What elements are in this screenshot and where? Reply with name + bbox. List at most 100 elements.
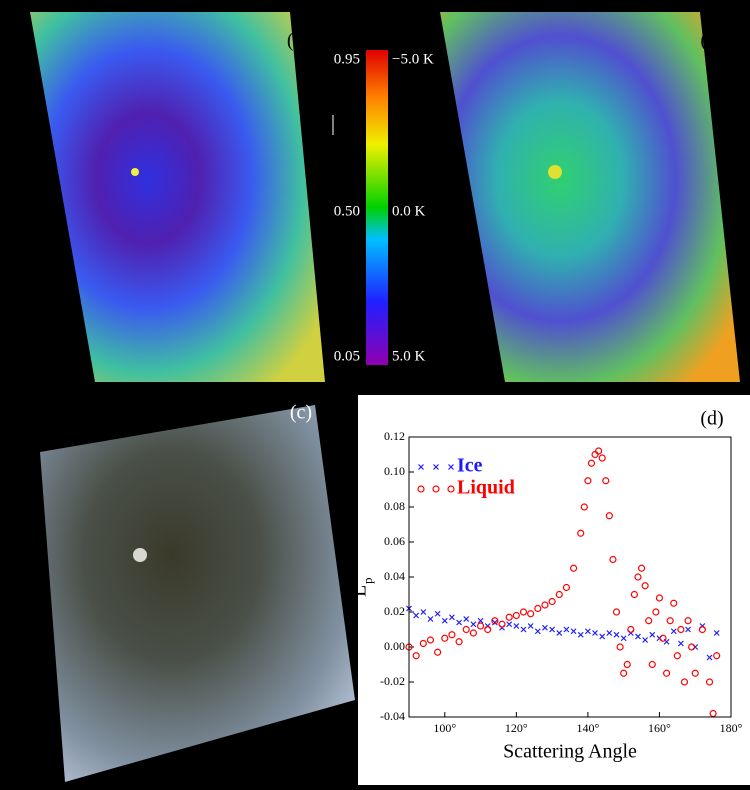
point	[673, 652, 681, 660]
colorbar-label: 5.0 K	[392, 348, 426, 364]
point	[630, 590, 639, 599]
point	[448, 631, 456, 639]
point	[534, 604, 542, 613]
legend-marker	[447, 485, 455, 493]
point	[449, 614, 455, 621]
point	[598, 454, 606, 462]
eye-a	[131, 168, 139, 176]
point	[427, 616, 434, 622]
point	[677, 625, 685, 634]
image-b	[440, 12, 740, 382]
point	[498, 620, 506, 628]
point	[670, 599, 678, 607]
legend-marker	[448, 464, 454, 470]
point	[642, 637, 649, 643]
point	[463, 616, 470, 622]
y-label-sub: p	[360, 578, 375, 585]
eye-b	[548, 165, 562, 179]
point	[706, 654, 713, 661]
legend-marker	[432, 485, 440, 493]
point	[677, 640, 684, 647]
legend-label: Ice	[457, 455, 483, 477]
point	[527, 623, 534, 629]
point	[691, 669, 699, 677]
point	[419, 639, 427, 648]
point	[491, 617, 499, 625]
point	[456, 619, 463, 626]
x-tick-label: 100°	[433, 721, 456, 735]
point	[599, 633, 606, 640]
y-tick-label: 0.04	[384, 569, 405, 583]
point	[527, 610, 535, 618]
point	[592, 630, 598, 636]
y-tick-label: 0.00	[384, 639, 405, 653]
point	[577, 631, 584, 638]
point	[606, 630, 613, 636]
panel-label: (d)	[700, 408, 723, 430]
point	[652, 608, 660, 616]
point	[641, 582, 649, 590]
point	[609, 555, 617, 564]
point	[584, 628, 591, 635]
point	[637, 564, 646, 572]
point	[441, 634, 449, 642]
y-tick-label: 0.12	[384, 429, 405, 443]
point	[548, 597, 556, 606]
point	[542, 624, 548, 631]
point	[469, 629, 477, 637]
y-tick-label: -0.02	[380, 674, 405, 688]
panel-label: (b)	[700, 30, 723, 52]
point	[505, 613, 513, 621]
point	[519, 608, 528, 616]
point	[634, 573, 642, 581]
x-axis-label: Scattering Angle	[503, 741, 637, 763]
point	[595, 447, 603, 455]
point	[420, 609, 427, 615]
point	[455, 638, 463, 646]
point	[627, 625, 635, 634]
y-tick-label: 0.02	[384, 604, 405, 618]
point	[434, 648, 442, 656]
point	[713, 630, 720, 636]
point	[649, 631, 656, 638]
point	[584, 477, 592, 485]
point	[570, 628, 577, 635]
point	[412, 652, 420, 660]
point	[635, 633, 641, 640]
panel-label: (a)	[287, 30, 309, 52]
point	[513, 623, 520, 629]
point	[520, 626, 527, 633]
point	[620, 669, 628, 677]
point	[549, 626, 556, 633]
point	[534, 628, 541, 635]
image-a	[30, 12, 325, 382]
colorbar-label: 0.0 K	[392, 203, 426, 219]
point	[705, 678, 714, 686]
y-label-base: L	[349, 585, 371, 597]
point	[477, 617, 484, 624]
point	[484, 625, 492, 634]
point	[580, 503, 588, 511]
point	[512, 611, 520, 620]
point	[685, 626, 691, 633]
y-tick-label: 0.08	[384, 499, 405, 513]
point	[623, 660, 631, 669]
point	[680, 678, 689, 686]
point	[620, 635, 627, 642]
legend-marker	[417, 485, 425, 493]
point	[577, 529, 585, 537]
point	[605, 512, 613, 520]
colorbar-label: −5.0 K	[392, 51, 434, 67]
point	[556, 630, 563, 636]
colorbar-label: 0.95	[334, 51, 360, 67]
point	[555, 590, 563, 599]
point	[662, 669, 671, 677]
y-label-sup: 865	[345, 567, 357, 584]
point	[506, 621, 513, 628]
y-tick-label: -0.04	[380, 709, 405, 723]
point	[645, 617, 653, 625]
y-tick-label: 0.06	[384, 534, 405, 548]
x-tick-label: 180°	[720, 721, 743, 735]
point	[616, 643, 624, 651]
